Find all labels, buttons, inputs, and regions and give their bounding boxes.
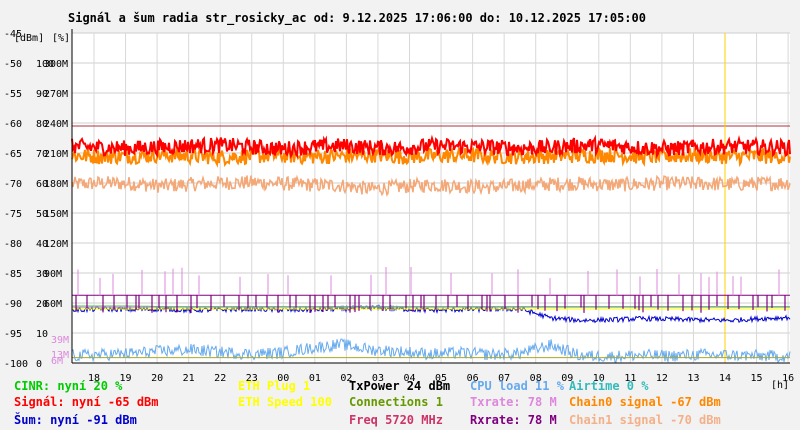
- legend-item: Connections 1: [349, 395, 443, 409]
- y-tick-label-percent: 20: [36, 299, 48, 310]
- legend-item: ETH Plug 1: [238, 379, 310, 393]
- legend-item: Chain0 signal -67 dBm: [569, 395, 721, 409]
- x-tick-label: 18: [88, 373, 100, 384]
- x-tick-label: 01: [309, 373, 321, 384]
- y-tick-label-rate: 150M: [44, 209, 68, 220]
- y-unit-percent: [%]: [52, 33, 70, 44]
- y-tick-label-rate: 60M: [44, 299, 62, 310]
- x-tick-label: 22: [214, 373, 226, 384]
- legend-item: Šum: nyní -91 dBm: [14, 412, 137, 427]
- y-tick-label-dbm: -55: [4, 89, 22, 100]
- y-tick-label-percent: 50: [36, 209, 48, 220]
- y-tick-label-cpu: 6M: [51, 356, 63, 367]
- legend-item: Txrate: 78 M: [470, 395, 557, 409]
- series-line-chain1-signal: [71, 174, 791, 197]
- legend-item: Freq 5720 MHz: [349, 413, 443, 427]
- x-tick-label: 19: [120, 373, 132, 384]
- x-tick-label: 21: [183, 373, 195, 384]
- y-tick-label-dbm: -65: [4, 149, 22, 160]
- x-tick-label: 10: [593, 373, 605, 384]
- y-tick-label-percent: 0: [36, 359, 42, 370]
- x-unit-label: [h]: [771, 380, 789, 391]
- x-tick-label: 13: [687, 373, 699, 384]
- x-tick-label: 05: [435, 373, 447, 384]
- x-tick-label: 02: [340, 373, 352, 384]
- series-line--um: [71, 304, 791, 324]
- x-tick-label: 00: [277, 373, 289, 384]
- x-tick-label: 20: [151, 373, 163, 384]
- y-tick-label-dbm: -75: [4, 209, 22, 220]
- chart-title: Signál a šum radia str_rosicky_ac od: 9.…: [68, 11, 646, 26]
- y-tick-label-percent: 100: [36, 59, 54, 70]
- y-tick-label-rate: 90M: [44, 269, 62, 280]
- x-tick-label: 07: [498, 373, 510, 384]
- legend-item: Chain1 signal -70 dBm: [569, 413, 721, 427]
- y-tick-label-dbm: -45: [4, 29, 22, 40]
- x-tick-label: 23: [246, 373, 258, 384]
- y-tick-label-rate: 240M: [44, 119, 68, 130]
- legend-item: Rxrate: 78 M: [470, 413, 557, 427]
- axes: -100 -95 -90 -85 -80 -75 -70 -65 -60 -55 -50 -45 70 6…: [4, 29, 794, 384]
- y-tick-label-dbm: -50: [4, 59, 22, 70]
- y-tick-label-percent: 10: [36, 329, 48, 340]
- x-tick-label: 06: [467, 373, 479, 384]
- y-tick-label-rate: 120M: [44, 239, 68, 250]
- x-tick-label: 08: [530, 373, 542, 384]
- series-line-cinr: [72, 305, 790, 308]
- y-tick-label-dbm: -90: [4, 299, 22, 310]
- x-tick-label: 11: [624, 373, 636, 384]
- y-unit-dbm: [dBm]: [14, 33, 44, 44]
- x-tick-label: 16: [782, 373, 794, 384]
- y-tick-label-rate: 300M: [44, 59, 68, 70]
- y-tick-label-percent: 40: [36, 239, 48, 250]
- series-marks: [71, 33, 791, 364]
- x-tick-label: 03: [372, 373, 384, 384]
- legend-item: CINR: nyní 20 %: [14, 379, 123, 393]
- series-line-cpu-load: [71, 338, 791, 364]
- legend-item: ETH Speed 100: [238, 395, 332, 409]
- y-tick-label-dbm: -85: [4, 269, 22, 280]
- y-tick-label-dbm: -100: [4, 359, 28, 370]
- legend-item: CPU load 11 %: [470, 379, 565, 393]
- plot-area: [72, 33, 790, 363]
- y-tick-label-percent: 90: [36, 89, 48, 100]
- y-tick-label-cpu: 13M: [51, 350, 69, 361]
- y-tick-label-cpu: 39M: [51, 335, 69, 346]
- y-tick-label-percent: 80: [36, 119, 48, 130]
- y-tick-label-dbm: -70: [4, 179, 22, 190]
- legend: CINR: nyní 20 % Signál: nyní -65 dBm Šum: …: [14, 379, 721, 427]
- x-tick-label: 04: [403, 373, 415, 384]
- y-tick-label-percent: 70: [36, 149, 48, 160]
- y-tick-label-dbm: -80: [4, 239, 22, 250]
- legend-item: Airtime 0 %: [569, 379, 649, 393]
- legend-item: TxPower 24 dBm: [349, 379, 450, 393]
- legend-item: Signál: nyní -65 dBm: [14, 395, 159, 409]
- x-tick-label: 09: [561, 373, 573, 384]
- x-tick-label: 12: [656, 373, 668, 384]
- x-tick-label: 14: [719, 373, 731, 384]
- y-tick-label-rate: 210M: [44, 149, 68, 160]
- y-tick-label-percent: 30: [36, 269, 48, 280]
- y-tick-label-percent: 60: [36, 179, 48, 190]
- series-line-sign-l: [71, 134, 791, 159]
- y-tick-label-rate: 180M: [44, 179, 68, 190]
- y-tick-label-dbm: -60: [4, 119, 22, 130]
- y-tick-label-dbm: -95: [4, 329, 22, 340]
- y-tick-label-rate: 270M: [44, 89, 68, 100]
- x-tick-label: 15: [751, 373, 763, 384]
- series-line-chain0-signal: [71, 144, 791, 168]
